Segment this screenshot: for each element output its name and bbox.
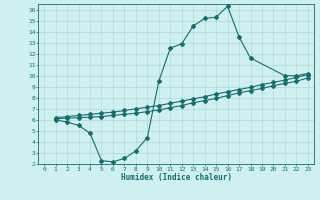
X-axis label: Humidex (Indice chaleur): Humidex (Indice chaleur) — [121, 173, 231, 182]
